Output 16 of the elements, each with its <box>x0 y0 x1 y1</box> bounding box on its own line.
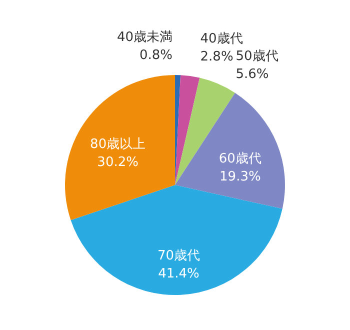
data-label: 5.6% <box>236 67 269 82</box>
data-label: 0.8% <box>139 48 173 64</box>
pie-slice <box>175 75 200 185</box>
pie-slice <box>175 92 285 209</box>
pie-slice <box>70 185 282 295</box>
slice-label: 60歳代 <box>218 151 262 166</box>
data-label: 2.8% <box>200 49 234 64</box>
slice-label: 40歳代 <box>200 31 243 46</box>
data-label: 41.4% <box>158 266 200 282</box>
slice-label: 50歳代 <box>236 49 278 64</box>
pie-slice <box>65 75 175 220</box>
slice-label: 40歳未満 <box>116 30 173 46</box>
data-label: 19.3% <box>220 169 261 184</box>
slice-label: 80歳以上 <box>90 136 146 152</box>
data-label: 30.2% <box>97 154 138 170</box>
slice-label: 70歳代 <box>157 248 200 264</box>
